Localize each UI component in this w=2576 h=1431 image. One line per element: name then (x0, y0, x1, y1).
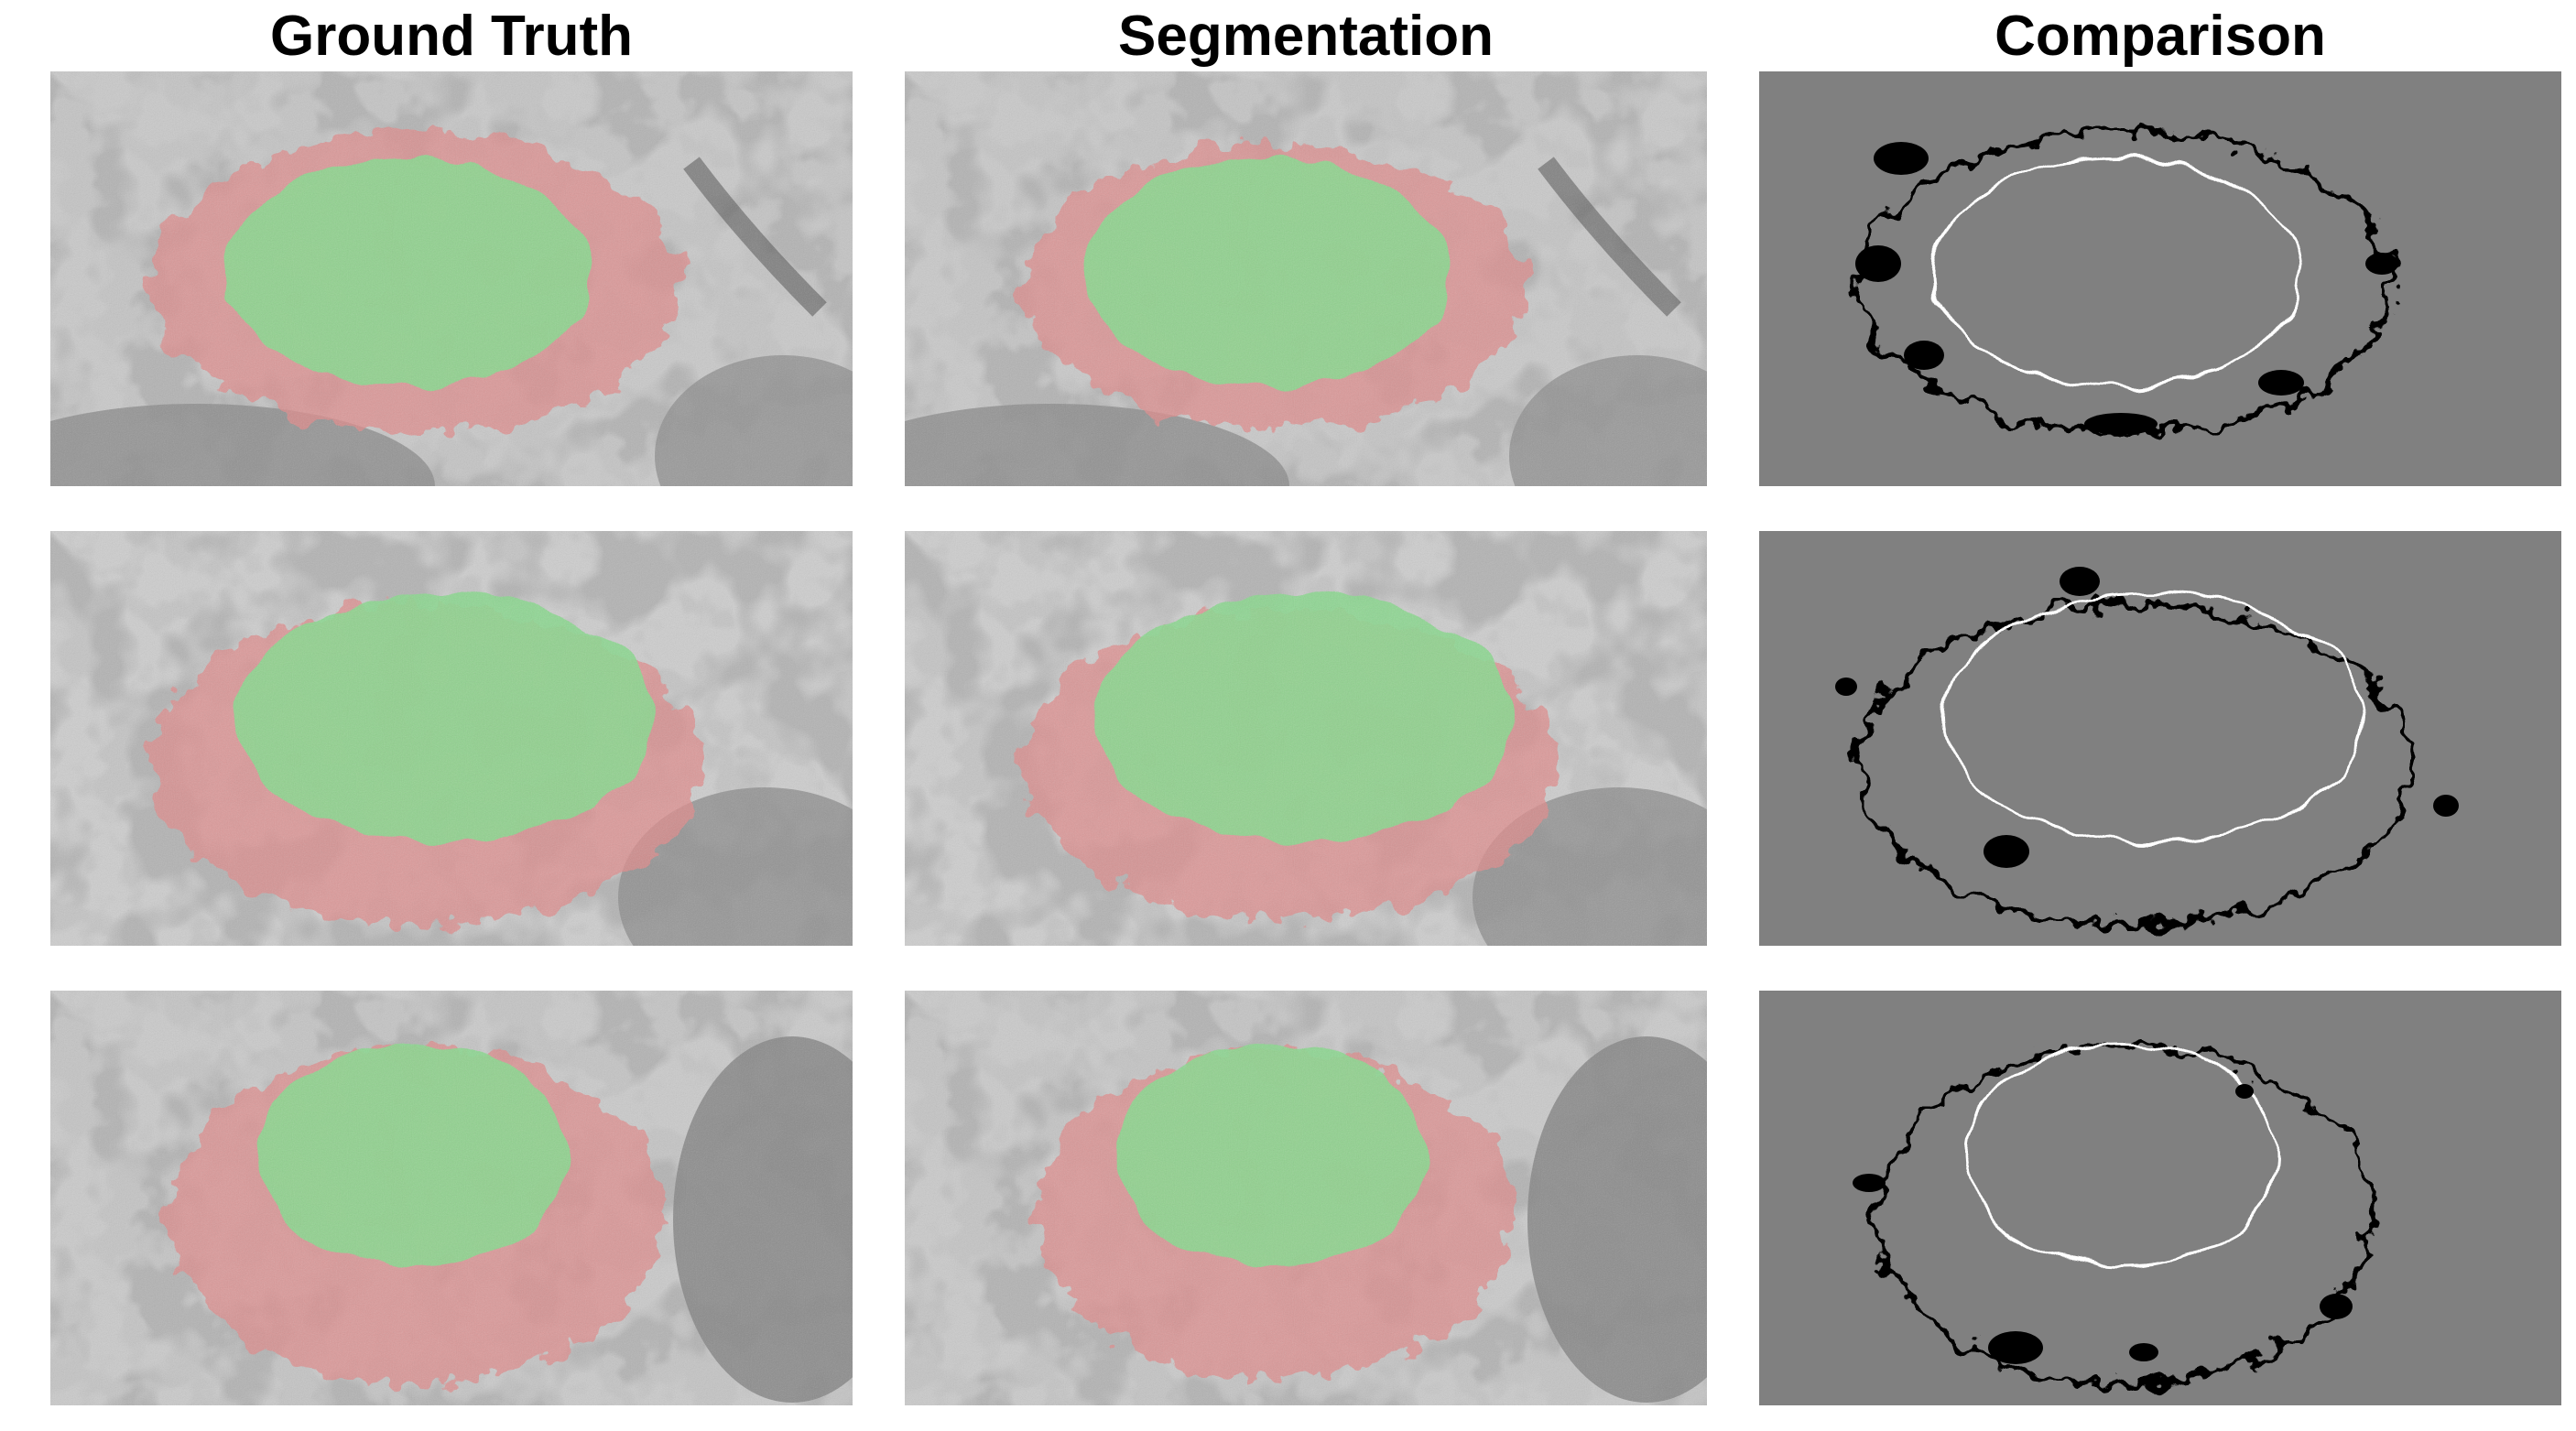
comparison-panel-row-1 (1759, 71, 2561, 486)
segmentation-panel-row-3 (905, 991, 1707, 1405)
column-title-ground-truth: Ground Truth (269, 5, 634, 68)
ground-truth-panel-row-2 (50, 531, 853, 946)
column-title-segmentation: Segmentation (1118, 5, 1494, 68)
segmentation-panel-row-2 (905, 531, 1707, 946)
ground-truth-panel-row-3 (50, 991, 853, 1405)
ground-truth-panel-row-1 (50, 71, 853, 486)
segmentation-panel-row-1 (905, 71, 1707, 486)
comparison-panel-row-3 (1759, 991, 2561, 1405)
column-title-comparison: Comparison (1994, 5, 2326, 68)
comparison-panel-row-2 (1759, 531, 2561, 946)
